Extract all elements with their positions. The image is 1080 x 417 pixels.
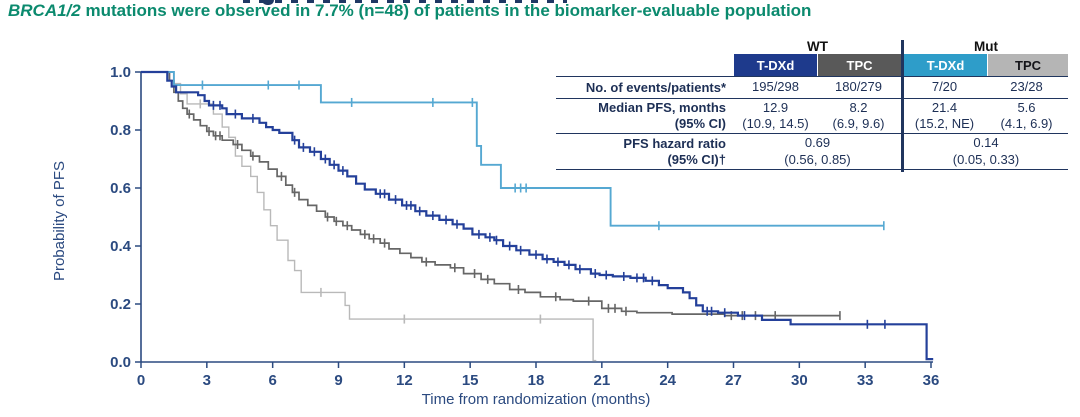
x-axis-title: Time from randomization (months): [422, 391, 651, 408]
subtitle-text: mutations were observed in 7.7% (n=48) o…: [80, 1, 812, 20]
subtitle-gene: BRCA1/2: [8, 1, 81, 20]
y-axis-title: Probability of PFS: [51, 161, 68, 281]
y-tick-label: 0.0: [110, 354, 131, 371]
row-label-events: No. of events/patients*: [585, 79, 726, 95]
median-tpc-mut: 5.6 (4.1, 6.9): [1000, 99, 1053, 132]
table-group-row: WT Mut: [556, 40, 1068, 54]
col-header-tdxd-wt: T-DXd: [734, 54, 817, 76]
x-tick-label: 12: [396, 372, 413, 389]
x-tick-label: 6: [268, 372, 276, 389]
results-table: WT Mut T-DXd TPC T-DXd TPC No. of events…: [556, 40, 1068, 172]
events-tpc-wt: 180/279: [835, 79, 882, 95]
col-header-tpc-mut: TPC: [988, 54, 1068, 76]
x-tick-label: 9: [334, 372, 342, 389]
cropped-title-descender: [262, 0, 274, 5]
x-tick-label: 30: [791, 372, 808, 389]
x-tick-label: 36: [923, 372, 940, 389]
x-tick-label: 3: [203, 372, 211, 389]
cropped-title-fragments: [243, 0, 567, 3]
x-tick-label: 15: [462, 372, 479, 389]
hr-wt: 0.69 (0.56, 0.85): [784, 135, 851, 167]
group-header-wt: WT: [807, 39, 828, 54]
x-tick-label: 33: [857, 372, 874, 389]
table-row-events: No. of events/patients* 195/298 180/279 …: [556, 77, 1068, 99]
median-tpc-wt: 8.2 (6.9, 9.6): [832, 99, 885, 132]
table-row-hazard-ratio: PFS hazard ratio (95% CI)† 0.69 (0.56, 0…: [556, 134, 1068, 170]
table-row-median: Median PFS, months (95% CI) 12.9 (10.9, …: [556, 99, 1068, 134]
km-curve-tpc-wt-: [141, 71, 840, 317]
x-tick-label: 27: [725, 372, 742, 389]
events-tdxd-wt: 195/298: [752, 79, 799, 95]
subtitle: BRCA1/2 mutations were observed in 7.7% …: [8, 1, 1068, 21]
x-tick-label: 21: [593, 372, 610, 389]
y-tick-label: 0.6: [110, 180, 131, 197]
group-header-mut: Mut: [974, 39, 998, 54]
x-tick-label: 24: [659, 372, 676, 389]
row-label-median: Median PFS, months (95% CI): [598, 100, 726, 131]
median-tdxd-wt: 12.9 (10.9, 14.5): [742, 99, 809, 132]
y-tick-label: 1.0: [110, 64, 131, 81]
km-curve-tpc-mut-: [141, 71, 597, 362]
col-header-tdxd-mut: T-DXd: [904, 54, 987, 76]
events-tpc-mut: 23/28: [1010, 79, 1043, 95]
table-header-row: T-DXd TPC T-DXd TPC: [556, 54, 1068, 77]
x-tick-label: 18: [528, 372, 545, 389]
row-label-hr: PFS hazard ratio (95% CI)†: [623, 135, 726, 167]
y-tick-label: 0.4: [110, 238, 132, 255]
col-header-tpc-wt: TPC: [818, 54, 901, 76]
x-tick-label: 0: [137, 372, 145, 389]
events-tdxd-mut: 7/20: [931, 79, 958, 95]
y-tick-label: 0.2: [110, 296, 131, 313]
table-group-divider: [901, 40, 904, 172]
y-tick-label: 0.8: [110, 122, 131, 139]
hr-mut: 0.14 (0.05, 0.33): [952, 135, 1020, 167]
km-curve-t-dxd-mut-: [141, 71, 884, 227]
median-tdxd-mut: 21.4 (15.2, NE): [914, 99, 975, 132]
